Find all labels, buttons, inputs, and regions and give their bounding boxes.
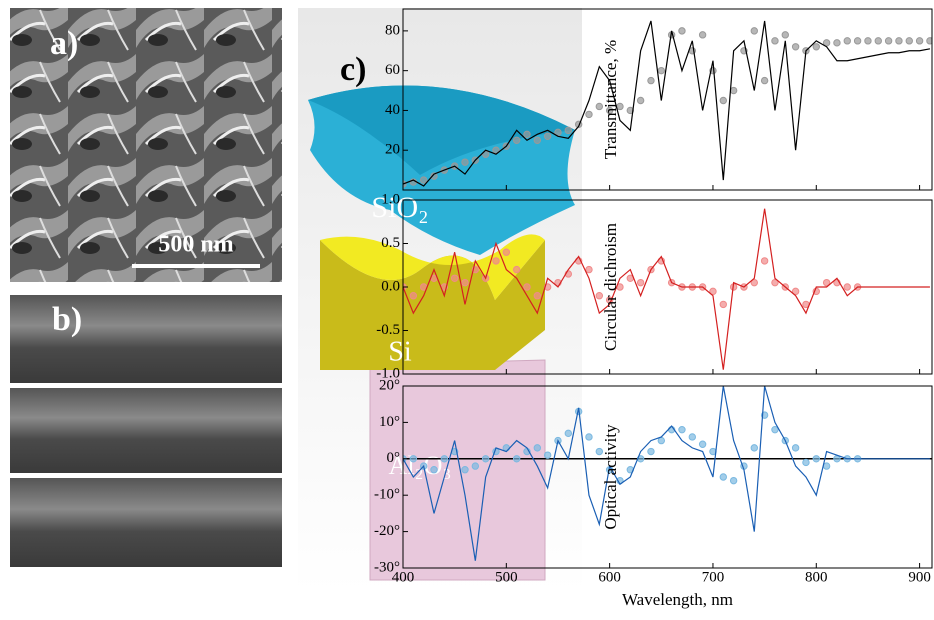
data-point — [730, 477, 736, 483]
data-point — [792, 445, 798, 451]
data-point — [720, 474, 726, 480]
data-point — [699, 441, 705, 447]
data-point — [813, 456, 819, 462]
y-tick-label: 0.5 — [381, 235, 400, 251]
y-axis-label: Optical activity — [601, 424, 620, 530]
x-axis-label: Wavelength, nm — [622, 590, 733, 609]
data-point — [875, 38, 881, 44]
data-point — [565, 430, 571, 436]
data-point — [513, 137, 519, 143]
y-tick-label: 0.0 — [381, 278, 400, 294]
data-point — [865, 38, 871, 44]
data-point — [823, 463, 829, 469]
data-point — [679, 426, 685, 432]
data-point — [730, 87, 736, 93]
sem-strip — [10, 478, 282, 567]
data-point — [534, 445, 540, 451]
data-point — [482, 456, 488, 462]
data-point — [689, 434, 695, 440]
data-point — [472, 463, 478, 469]
y-tick-label: 10° — [379, 414, 400, 430]
data-point — [844, 284, 850, 290]
data-point — [462, 279, 468, 285]
data-point — [586, 111, 592, 117]
data-point — [720, 301, 726, 307]
x-tick-label: 700 — [702, 569, 725, 585]
data-point — [534, 293, 540, 299]
data-point — [648, 77, 654, 83]
x-tick-label: 600 — [598, 569, 621, 585]
data-point — [761, 77, 767, 83]
panel-label: c) — [340, 51, 366, 88]
panel-label: a) — [50, 25, 78, 62]
data-point — [534, 137, 540, 143]
y-tick-label: 60 — [385, 62, 400, 78]
data-point — [896, 38, 902, 44]
data-point — [586, 266, 592, 272]
layer-label: Si — [388, 336, 412, 367]
sem-strip — [10, 388, 282, 473]
data-point — [410, 293, 416, 299]
layer-label: SiO₂ — [371, 191, 428, 224]
data-point — [658, 67, 664, 73]
data-point — [803, 459, 809, 465]
data-point — [462, 467, 468, 473]
y-tick-label: -10° — [374, 487, 400, 503]
data-point — [751, 445, 757, 451]
y-tick-label: -20° — [374, 523, 400, 539]
data-point — [441, 456, 447, 462]
data-point — [544, 452, 550, 458]
data-point — [751, 28, 757, 34]
data-point — [648, 448, 654, 454]
data-point — [844, 38, 850, 44]
data-point — [679, 28, 685, 34]
data-point — [637, 279, 643, 285]
data-point — [906, 38, 912, 44]
figure: a) 500 nm b) c) SiO₂ Si Al₂O₃ 20406080Tr… — [0, 0, 934, 615]
data-point — [410, 456, 416, 462]
sem-strip — [10, 295, 282, 383]
data-point — [420, 177, 426, 183]
data-point — [544, 133, 550, 139]
y-tick-label: 80 — [385, 22, 400, 38]
data-point — [720, 97, 726, 103]
data-point — [462, 159, 468, 165]
panel-label: b) — [52, 301, 82, 338]
y-tick-label: 20° — [379, 377, 400, 393]
data-point — [637, 97, 643, 103]
y-axis-label: Circular dichroism — [601, 223, 620, 351]
data-point — [854, 38, 860, 44]
scale-label: 500 nm — [158, 232, 233, 258]
data-point — [813, 44, 819, 50]
data-point — [493, 258, 499, 264]
x-tick-label: 400 — [392, 569, 415, 585]
data-point — [586, 434, 592, 440]
data-point — [513, 266, 519, 272]
data-point — [782, 32, 788, 38]
x-tick-label: 900 — [908, 569, 931, 585]
data-point — [524, 131, 530, 137]
y-tick-label: 40 — [385, 102, 400, 118]
data-point — [761, 258, 767, 264]
data-point — [699, 32, 705, 38]
data-point — [565, 127, 571, 133]
x-tick-label: 800 — [805, 569, 828, 585]
data-point — [916, 38, 922, 44]
data-point — [885, 38, 891, 44]
data-point — [524, 284, 530, 290]
data-point — [513, 456, 519, 462]
y-tick-label: 20 — [385, 142, 400, 158]
data-point — [451, 275, 457, 281]
y-tick-label: 0° — [387, 450, 401, 466]
data-point — [431, 467, 437, 473]
y-tick-label: -0.5 — [376, 322, 400, 338]
x-tick-label: 500 — [495, 569, 518, 585]
y-axis-label: Transmittance, % — [601, 40, 620, 159]
data-point — [772, 38, 778, 44]
data-point — [834, 40, 840, 46]
data-point — [792, 44, 798, 50]
y-tick-label: 1.0 — [381, 191, 400, 207]
data-point — [503, 249, 509, 255]
